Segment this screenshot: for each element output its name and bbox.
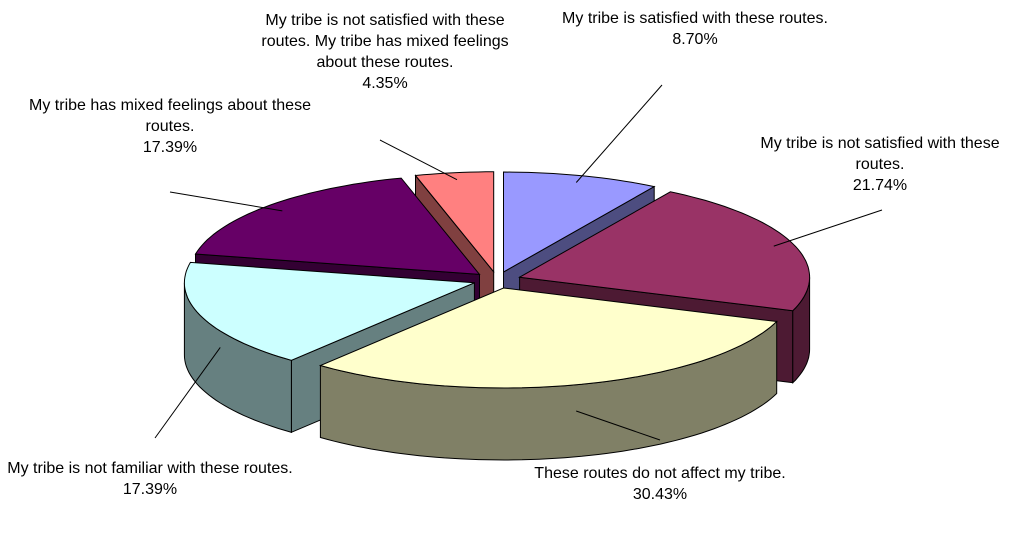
- label-name: My tribe is not satisfied with these rou…: [261, 12, 509, 71]
- label-name: My tribe has mixed feelings about these …: [29, 97, 311, 135]
- slice-label: My tribe is satisfied with these routes.…: [545, 8, 845, 50]
- label-name: These routes do not affect my tribe.: [534, 465, 786, 482]
- slice-label: These routes do not affect my tribe. 30.4…: [510, 463, 810, 505]
- label-value: 17.39%: [142, 139, 198, 156]
- label-name: My tribe is not satisfied with these rou…: [760, 135, 1000, 173]
- slice-label: My tribe is not familiar with these rout…: [0, 458, 305, 500]
- label-name: My tribe is not familiar with these rout…: [7, 460, 293, 477]
- slice-top: [183, 261, 475, 361]
- leader-line: [379, 139, 458, 181]
- label-value: 8.70%: [672, 31, 718, 48]
- slice-label: My tribe has mixed feelings about these …: [10, 95, 330, 158]
- leader-line: [773, 209, 883, 247]
- slice-label: My tribe is not satisfied with these rou…: [745, 133, 1014, 196]
- label-value: 30.43%: [632, 486, 688, 503]
- label-value: 21.74%: [852, 177, 908, 194]
- leader-line: [169, 191, 283, 212]
- label-name: My tribe is satisfied with these routes.: [562, 10, 828, 27]
- leader-line: [576, 410, 661, 441]
- label-value: 4.35%: [362, 75, 408, 92]
- slice-top: [414, 171, 495, 274]
- label-value: 17.39%: [122, 481, 178, 498]
- leader-line: [575, 84, 663, 183]
- slice-label: My tribe is not satisfied with these rou…: [245, 10, 525, 94]
- slice-top: [518, 191, 811, 312]
- slice-top: [194, 177, 481, 275]
- slice: [318, 287, 778, 461]
- slice-top: [318, 287, 778, 389]
- leader-line: [154, 347, 221, 439]
